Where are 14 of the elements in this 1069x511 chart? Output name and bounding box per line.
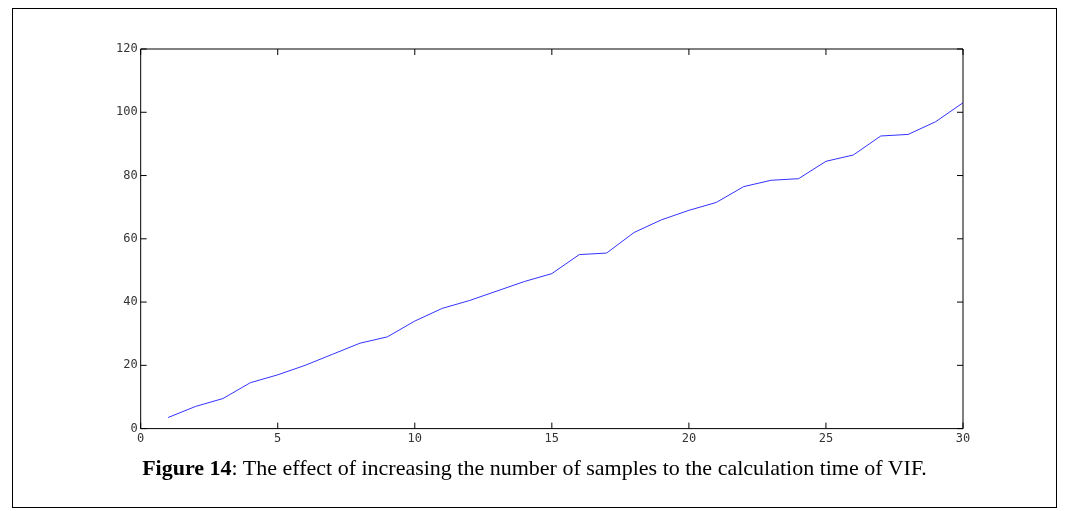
x-tick-label: 15 (544, 430, 560, 445)
y-tick-label: 0 (130, 420, 138, 435)
x-tick-label: 30 (955, 430, 971, 445)
x-tick-label: 10 (407, 430, 423, 445)
x-tick-label: 5 (274, 430, 282, 445)
y-tick-label: 80 (123, 167, 138, 182)
y-tick-label: 100 (115, 104, 138, 119)
y-tick-label: 60 (123, 230, 138, 245)
x-tick-label: 20 (681, 430, 697, 445)
caption: Figure 14: The effect of increasing the number of samples to the calculation time of VIF. (142, 455, 927, 480)
x-tick-label: 25 (818, 430, 834, 445)
y-tick-label: 120 (115, 41, 138, 56)
y-tick-label: 40 (123, 294, 138, 309)
y-tick-label: 20 (123, 357, 138, 372)
